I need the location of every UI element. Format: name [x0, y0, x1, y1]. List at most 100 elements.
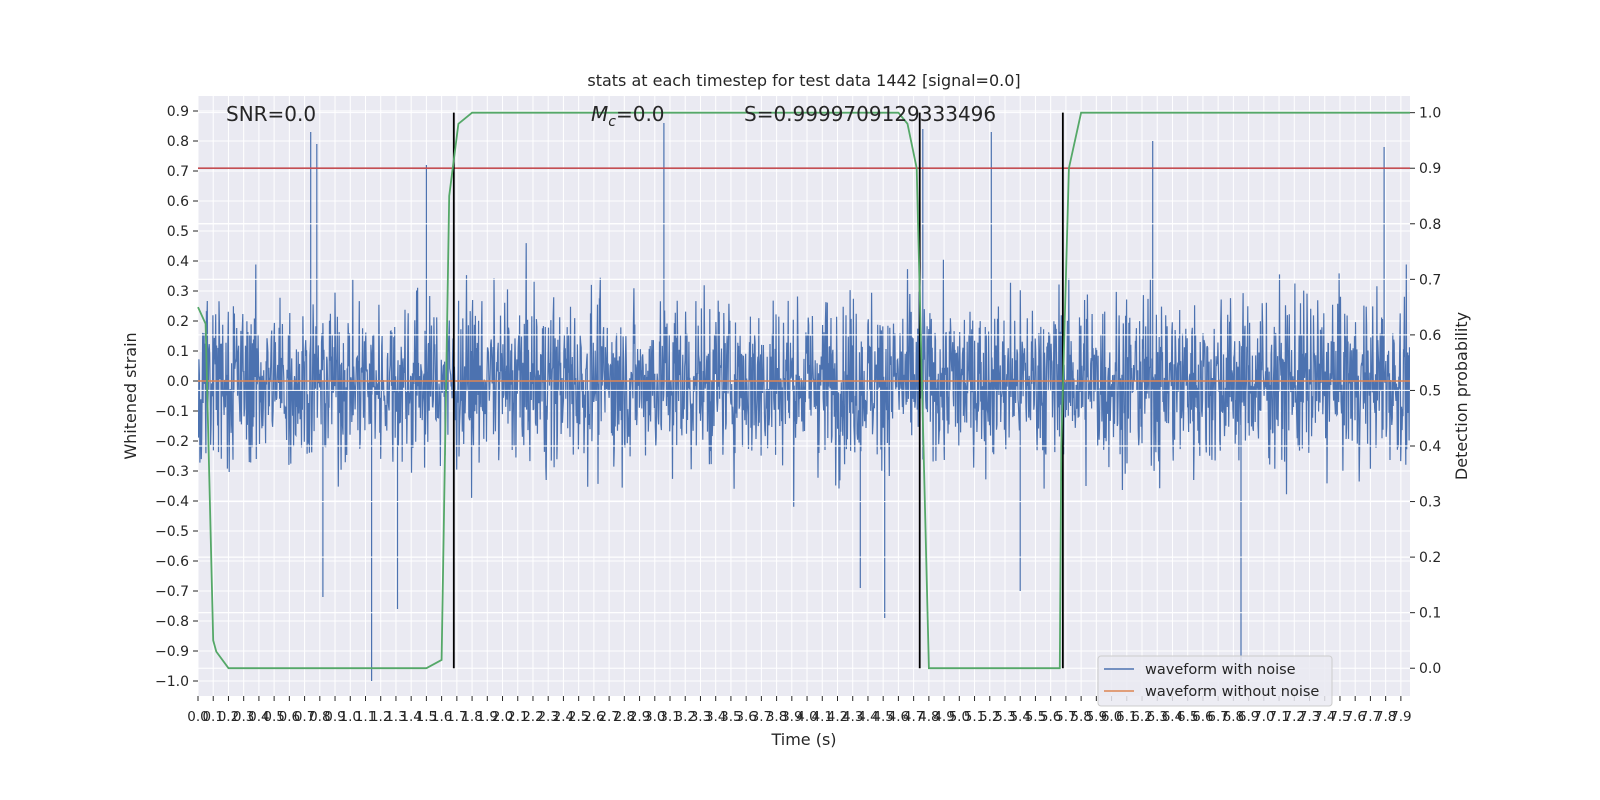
x-tick-label: 2.4: [553, 709, 574, 725]
x-tick-label: 3.5: [720, 709, 741, 725]
y-tick-label: −0.5: [155, 524, 189, 540]
x-tick-label: 6.0: [1101, 709, 1122, 725]
y2-tick-label: 0.3: [1419, 495, 1441, 511]
y-tick-label: −0.8: [155, 614, 189, 630]
x-tick-label: 1.1: [355, 709, 376, 725]
x-tick-label: 5.5: [1025, 709, 1046, 725]
y-tick-label: −0.2: [155, 434, 189, 450]
y2-tick-label: 0.0: [1419, 661, 1441, 677]
legend-label-noise: waveform with noise: [1145, 662, 1296, 678]
x-tick-label: 0.1: [202, 709, 223, 725]
x-tick-label: 6.6: [1192, 709, 1213, 725]
x-tick-label: 0.5: [263, 709, 284, 725]
x-tick-label: 6.3: [1147, 709, 1168, 725]
x-tick-label: 3.4: [705, 709, 726, 725]
x-tick-label: 7.8: [1375, 709, 1396, 725]
overlay-lines: [197, 111, 1410, 670]
x-tick-label: 1.4: [400, 709, 421, 725]
x-tick-label: 7.2: [1284, 709, 1305, 725]
x-tick-label: 5.2: [979, 709, 1000, 725]
x-tick-label: 1.7: [446, 709, 467, 725]
x-tick-label: 2.5: [568, 709, 589, 725]
x-tick-label: 3.9: [781, 709, 802, 725]
x-tick-label: 6.2: [1131, 709, 1152, 725]
y-tick-label: 0.7: [167, 164, 189, 180]
x-tick-label: 1.9: [477, 709, 498, 725]
x-tick-label: 6.5: [1177, 709, 1198, 725]
x-tick-label: 7.6: [1344, 709, 1365, 725]
y2-axis-ticks: 1.0 0.9 0.8 0.7 0.6 0.5 0.4 0.3 0.2 0.1 0.0: [1410, 106, 1441, 677]
y2-tick-label: 0.7: [1419, 272, 1441, 288]
x-tick-label: 7.9: [1390, 709, 1411, 725]
x-tick-label: 4.5: [872, 709, 893, 725]
x-tick-label: 5.9: [1086, 709, 1107, 725]
x-tick-label: 5.3: [994, 709, 1015, 725]
y-tick-label: −0.9: [155, 644, 189, 660]
y-tick-label: −0.1: [155, 404, 189, 420]
y2-tick-label: 0.1: [1419, 606, 1441, 622]
y2-tick-label: 0.6: [1419, 328, 1441, 344]
chirp-mass-annotation: Mc=0.0: [591, 102, 665, 130]
mc-value: =0.0: [616, 102, 665, 126]
x-tick-label: 1.5: [416, 709, 437, 725]
x-tick-label: 5.0: [949, 709, 970, 725]
snr-annotation: SNR=0.0: [226, 102, 316, 126]
x-tick-label: 7.0: [1253, 709, 1274, 725]
x-tick-label: 7.7: [1360, 709, 1381, 725]
score-annotation: S=0.9999709129333496: [744, 102, 996, 126]
x-tick-label: 3.3: [690, 709, 711, 725]
y-tick-label: 0.2: [167, 314, 189, 330]
y2-axis-label: Detection probability: [1452, 312, 1471, 480]
x-tick-label: 7.4: [1314, 709, 1335, 725]
noise-waveform-line: [198, 123, 1410, 681]
x-tick-label: 4.0: [796, 709, 817, 725]
y-tick-label: 0.8: [167, 134, 189, 150]
x-tick-label: 4.2: [827, 709, 848, 725]
x-tick-label: 4.7: [903, 709, 924, 725]
x-tick-label: 5.1: [964, 709, 985, 725]
x-tick-label: 0.7: [294, 709, 315, 725]
y-tick-label: 0.3: [167, 284, 189, 300]
x-tick-label: 7.5: [1329, 709, 1350, 725]
x-tick-label: 7.1: [1268, 709, 1289, 725]
x-tick-label: 6.8: [1223, 709, 1244, 725]
y2-tick-label: 0.2: [1419, 550, 1441, 566]
x-tick-label: 2.1: [507, 709, 528, 725]
x-tick-label: 3.1: [659, 709, 680, 725]
y-axis-label: Whitened strain: [121, 332, 140, 459]
y-tick-label: 0.9: [167, 104, 189, 120]
y2-tick-label: 0.4: [1419, 439, 1441, 455]
y-tick-label: −1.0: [155, 674, 189, 690]
y-tick-label: 0.1: [167, 344, 189, 360]
x-tick-label: 5.4: [1009, 709, 1030, 725]
x-tick-label: 3.7: [751, 709, 772, 725]
x-tick-label: 4.3: [842, 709, 863, 725]
x-tick-label: 2.9: [629, 709, 650, 725]
x-tick-label: 4.6: [888, 709, 909, 725]
x-tick-label: 1.8: [461, 709, 482, 725]
x-tick-label: 5.7: [1055, 709, 1076, 725]
x-tick-label: 2.8: [614, 709, 635, 725]
x-tick-label: 3.6: [735, 709, 756, 725]
x-tick-label: 3.2: [674, 709, 695, 725]
x-tick-label: 2.0: [492, 709, 513, 725]
x-tick-label: 0.2: [218, 709, 239, 725]
y-tick-label: 0.6: [167, 194, 189, 210]
y-axis-ticks: 0.9 0.8 0.7 0.6 0.5 0.4 0.3 0.2 0.1 0.0 −0.1 −0.2 −0…: [155, 104, 198, 690]
legend-label-clean: waveform without noise: [1145, 684, 1319, 700]
x-axis-label: Time (s): [770, 730, 836, 749]
x-tick-label: 0.9: [324, 709, 345, 725]
mc-subscript: c: [608, 114, 616, 130]
x-tick-label: 6.4: [1162, 709, 1183, 725]
x-tick-label: 1.2: [370, 709, 391, 725]
y2-tick-label: 0.8: [1419, 217, 1441, 233]
x-tick-label: 5.8: [1070, 709, 1091, 725]
y-tick-label: −0.7: [155, 584, 189, 600]
y2-tick-label: 0.9: [1419, 161, 1441, 177]
x-tick-label: 3.8: [766, 709, 787, 725]
x-tick-label: 2.2: [522, 709, 543, 725]
x-axis-ticks: 0.00.10.20.30.40.50.60.70.80.91.01.11.21…: [187, 696, 1412, 725]
x-tick-label: 6.7: [1207, 709, 1228, 725]
x-tick-label: 1.0: [340, 709, 361, 725]
